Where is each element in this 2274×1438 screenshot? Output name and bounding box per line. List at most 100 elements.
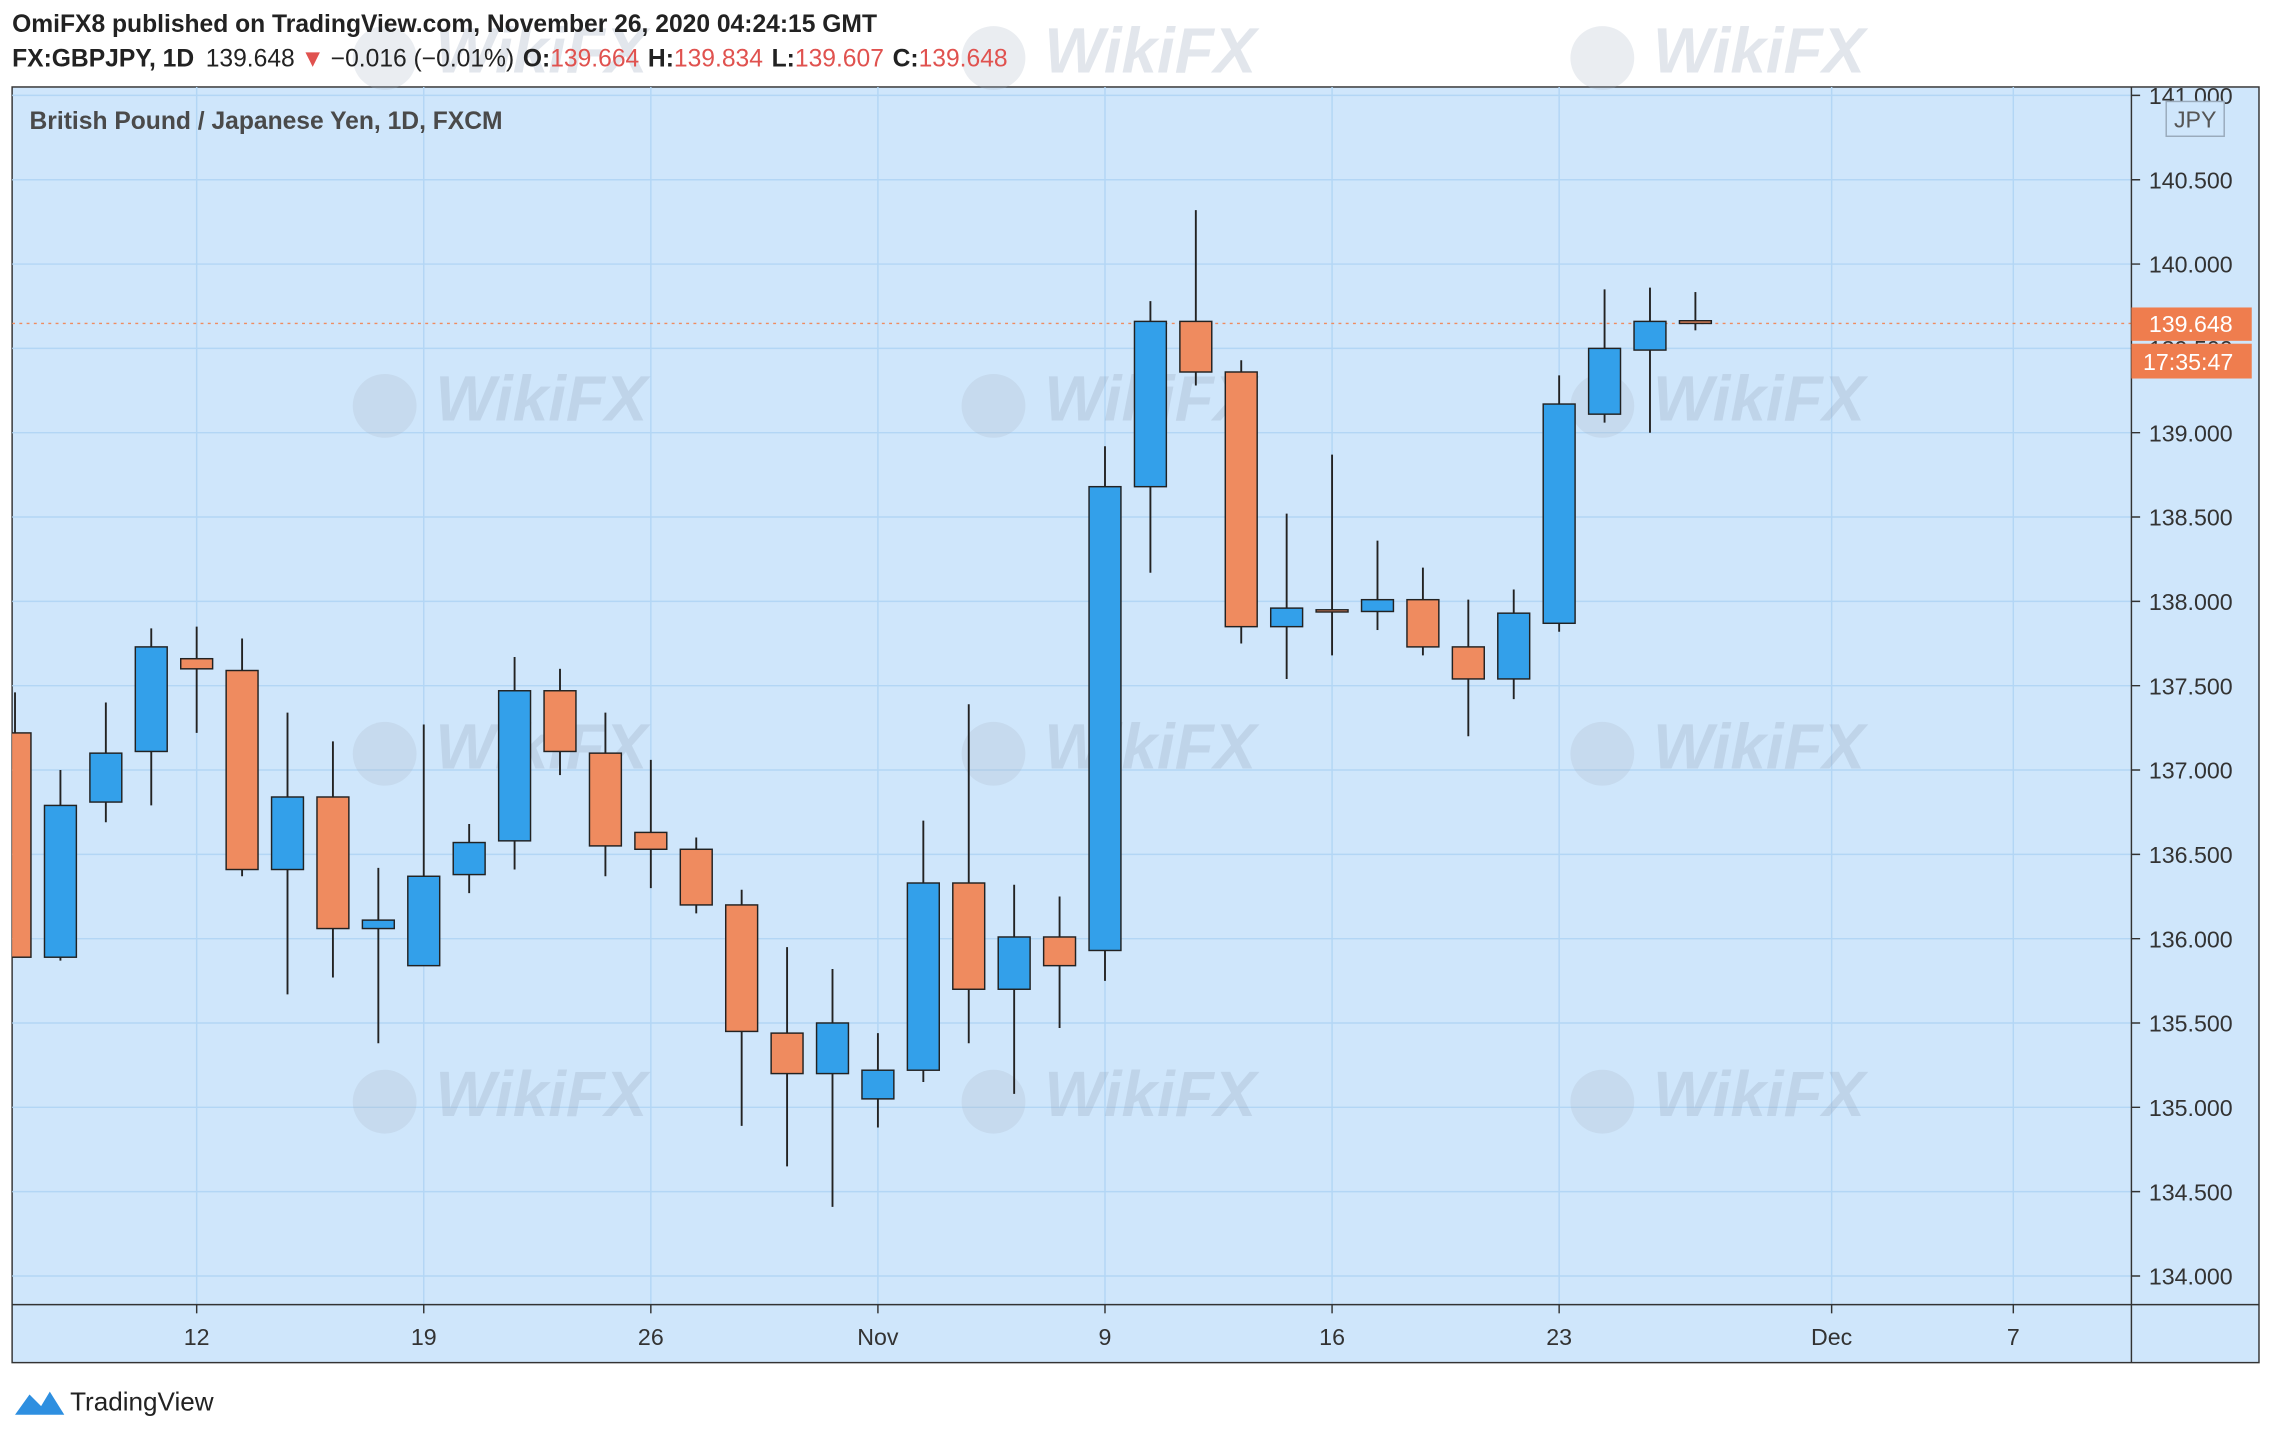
tradingview-logo: TradingView [15,1386,214,1416]
currency-box [2165,100,2225,137]
watermark: WikiFX [1653,1058,1868,1130]
y-tick-label: 138.000 [2149,589,2233,615]
candle-body [89,752,123,803]
watermark: WikiFX [1653,14,1868,86]
y-tick-label: 138.500 [2149,505,2233,531]
candle-body [634,831,668,851]
symbol-line: FX:GBPJPY, 1D 139.648 ▼ −0.016 (−0.01%) O:13… [12,46,1007,73]
h-value: 139.834 [674,46,763,73]
watermark-icon [961,373,1026,438]
candle-body [815,1022,850,1075]
candle-body [588,752,623,847]
candle-body [180,657,214,670]
x-tick-label: Dec [1811,1324,1852,1350]
l-value: 139.607 [795,46,884,73]
candle-body [1542,403,1576,625]
candle-body [134,646,168,753]
x-tick-label: 7 [2007,1324,2020,1350]
o-value: 139.664 [550,46,639,73]
candle-body [1042,936,1077,967]
watermark-icon [1570,721,1635,786]
x-axis: 12 19 26 Nov 9 16 23 Dec 7 139.648 17:35:47 [184,307,2252,1350]
watermark: WikiFX [1653,362,1868,434]
candle-body [1406,598,1440,648]
y-tick-label: 136.500 [2149,842,2233,868]
candle-body [1497,612,1531,680]
logo-text: TradingView [70,1386,214,1416]
c-label: C: [893,46,919,73]
y-tick-label: 137.500 [2149,673,2233,699]
x-tick-label: 23 [1546,1324,1572,1350]
candle-body [270,796,305,871]
y-tick-label: 134.000 [2149,1264,2233,1290]
candle-body [1269,607,1304,628]
watermarks: WikiFX WikiFX WikiFX WikiFX WikiFX WikiFX Wiki… [352,14,1869,1134]
h-label: H: [648,46,674,73]
watermark-icon [1570,1069,1635,1134]
candle-body [1315,609,1349,613]
chart-title: British Pound / Japanese Yen, 1D, FXCM [30,108,503,135]
watermark-icon [961,26,1026,90]
watermark: WikiFX [435,14,650,86]
last-price-label: 139.648 [2149,311,2233,337]
candle-body [497,690,532,842]
publisher-text: OmiFX8 published on TradingView.com, Nov… [12,11,877,38]
candle-body [225,669,259,871]
candle-body [452,841,486,876]
x-tick-label: 26 [638,1324,664,1350]
y-tick-label: 140.000 [2149,252,2233,278]
candle-body [12,732,32,958]
candle-body [1088,485,1122,952]
x-tick-label: 12 [184,1324,210,1350]
candle-body [1451,646,1485,680]
candle-body [1633,320,1667,351]
candle-body [1678,320,1713,325]
candle-body [43,804,78,958]
x-tick-label: 19 [411,1324,437,1350]
x-tick-label: 16 [1319,1324,1345,1350]
l-label: L: [772,46,795,73]
watermark-icon [961,721,1026,786]
candle-body [1133,320,1168,488]
countdown-box [2131,343,2252,379]
plot-background [11,86,2260,1364]
watermark-icon [352,26,417,90]
candle-body [906,882,940,1071]
candle-body [361,919,396,930]
candle-body [1179,320,1213,373]
watermark-icon [1570,26,1635,90]
x-tick-label: 9 [1099,1324,1112,1350]
currency: JPY [2174,107,2217,133]
watermark: WikiFX [435,1058,650,1130]
y-tick-label: 136.000 [2149,926,2233,952]
candle-body [1587,347,1622,415]
watermark: WikiFX [435,362,650,434]
last-price-box [2131,307,2252,341]
candle-body [724,904,759,1033]
candle-body [407,875,441,967]
candle-body [952,882,986,990]
candles [12,210,2132,1207]
y-tick-label: 140.500 [2149,167,2233,193]
arrow: ▼ [301,46,325,73]
y-tick-label: 139.000 [2149,420,2233,446]
watermark: WikiFX [1653,710,1868,782]
watermark-icon [352,721,417,786]
watermark-icon [352,373,417,438]
candle-body [997,936,1031,990]
candle-body [1224,371,1258,628]
candle-body [1360,598,1395,613]
publisher: OmiFX8 published on TradingView.com, Nov… [12,11,877,38]
candle-body [316,796,350,930]
y-tick-label: 137.000 [2149,758,2233,784]
c-value: 139.648 [919,46,1008,73]
candle-body [543,690,577,753]
last: 139.648 [206,46,295,73]
y-tick-label: 134.500 [2149,1179,2233,1205]
watermark-icon [961,1069,1026,1134]
watermark: WikiFX [1044,14,1259,86]
y-tick-label: 135.500 [2149,1011,2233,1037]
watermark: WikiFX [1044,1058,1259,1130]
